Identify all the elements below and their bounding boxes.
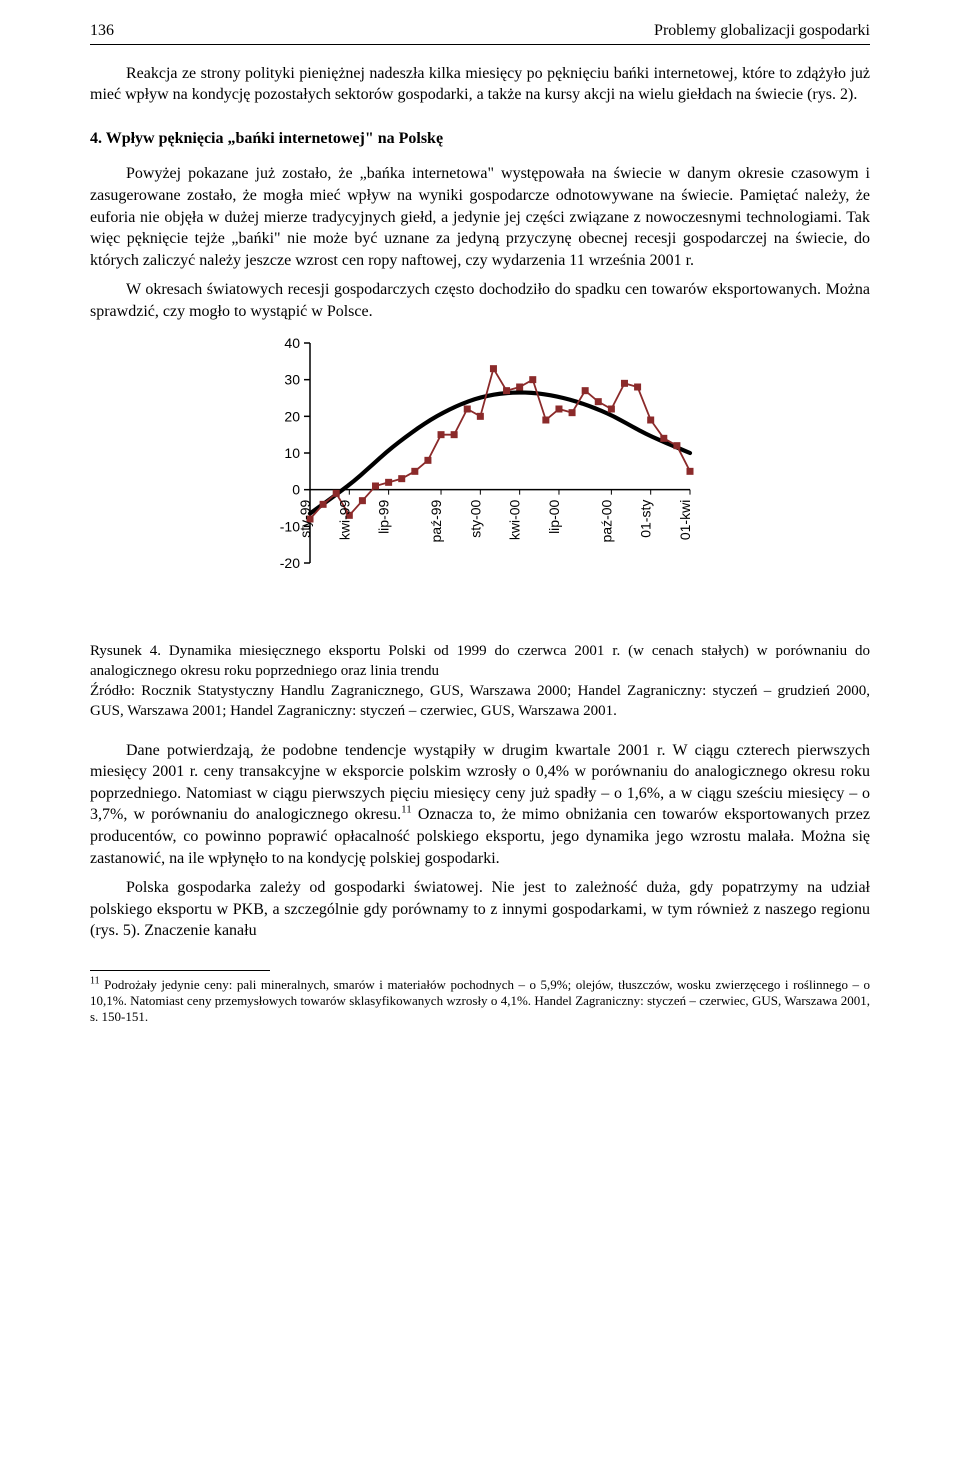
svg-text:0: 0 [292, 481, 300, 497]
svg-text:paź-00: paź-00 [598, 499, 614, 542]
svg-text:01-kwi: 01-kwi [677, 499, 693, 539]
svg-text:10: 10 [284, 445, 300, 461]
running-header: 136 Problemy globalizacji gospodarki [90, 20, 870, 45]
para-5: Polska gospodarka zależy od gospodarki ś… [90, 877, 870, 942]
footnote-text: Podrożały jedynie ceny: pali mineralnych… [90, 977, 870, 1025]
para-intro: Reakcja ze strony polityki pieniężnej na… [90, 63, 870, 106]
svg-text:20: 20 [284, 408, 300, 424]
running-title: Problemy globalizacji gospodarki [654, 20, 870, 42]
para-4: Dane potwierdzają, że podobne tendencje … [90, 740, 870, 870]
caption-lead: Rysunek 4. Dynamika miesięcznego eksport… [90, 643, 870, 679]
svg-text:paź-99: paź-99 [428, 499, 444, 542]
svg-text:kwi-99: kwi-99 [336, 499, 352, 540]
footnote-separator [90, 970, 270, 971]
svg-text:kwi-00: kwi-00 [507, 499, 523, 540]
svg-text:lip-99: lip-99 [376, 499, 392, 533]
para-3: W okresach światowych recesji gospodarcz… [90, 279, 870, 322]
figure-4-caption: Rysunek 4. Dynamika miesięcznego eksport… [90, 641, 870, 722]
footnote-marker: 11 [90, 976, 100, 987]
section-heading: 4. Wpływ pęknięcia „bańki internetowej" … [90, 128, 870, 150]
svg-text:30: 30 [284, 371, 300, 387]
svg-text:lip-00: lip-00 [546, 499, 562, 533]
svg-text:sty-00: sty-00 [467, 499, 483, 537]
para-2: Powyżej pokazane już zostało, że „bańka … [90, 163, 870, 271]
footnote-ref-11: 11 [401, 804, 412, 816]
svg-text:-20: -20 [280, 555, 300, 571]
svg-text:sty-99: sty-99 [297, 499, 313, 537]
caption-source: Źródło: Rocznik Statystyczny Handlu Zagr… [90, 683, 870, 719]
figure-4: -20-10010203040sty-99kwi-99lip-99paź-99s… [90, 333, 870, 633]
svg-text:01-sty: 01-sty [638, 499, 654, 537]
export-chart: -20-10010203040sty-99kwi-99lip-99paź-99s… [250, 333, 710, 633]
svg-text:40: 40 [284, 335, 300, 351]
page-number: 136 [90, 20, 114, 42]
footnote-11: 11 Podrożały jedynie ceny: pali mineraln… [90, 977, 870, 1026]
